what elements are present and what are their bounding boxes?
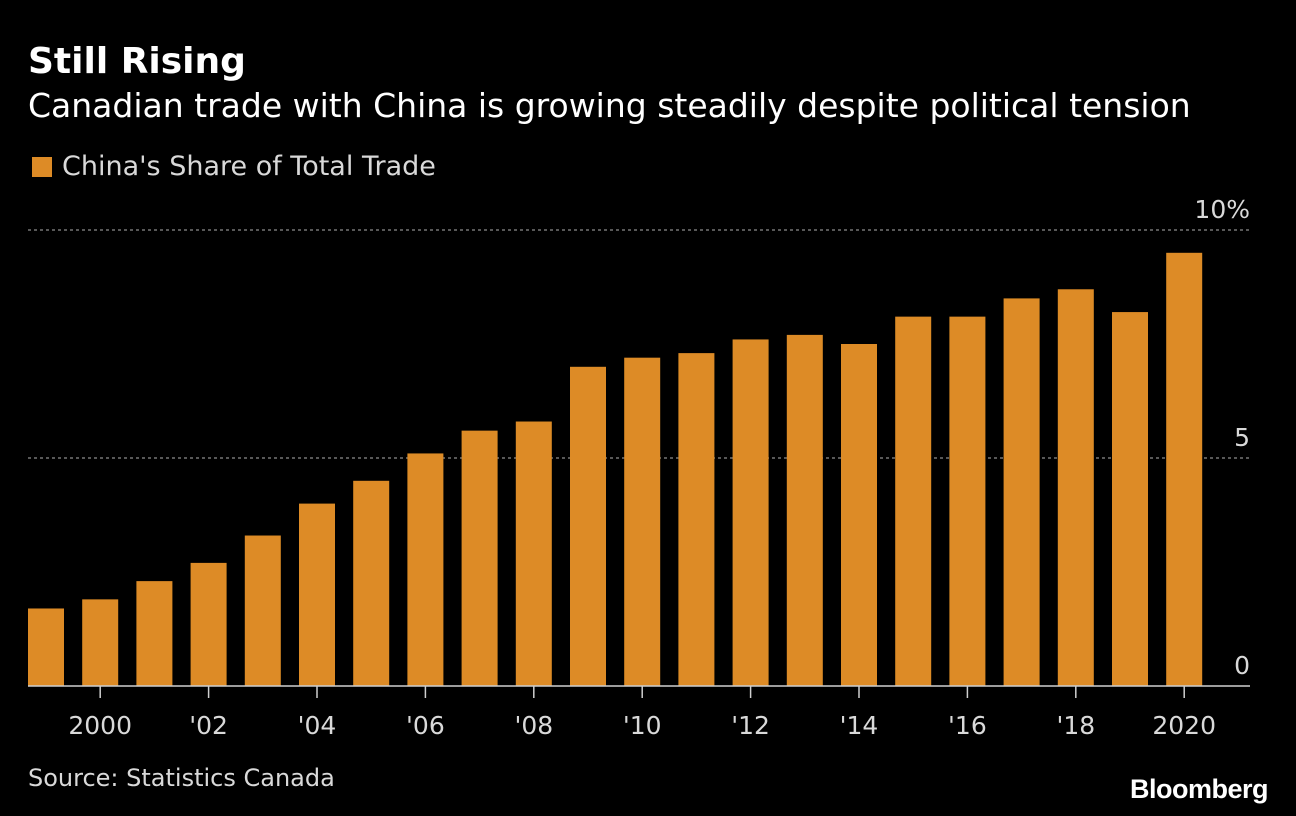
x-axis <box>28 685 1250 698</box>
bar-2018 <box>1057 289 1094 686</box>
bar-2015 <box>895 316 932 686</box>
x-tick-label: '08 <box>514 711 553 740</box>
bar-2017 <box>1003 298 1040 686</box>
x-tick-label: '06 <box>406 711 445 740</box>
bar-2019 <box>1112 312 1148 686</box>
bloomberg-logo: Bloomberg <box>1129 774 1269 804</box>
bar-2005 <box>353 480 390 686</box>
bar-2008 <box>515 421 552 686</box>
bar-1999 <box>28 608 64 686</box>
x-tick-label: 2020 <box>1152 711 1216 740</box>
x-tick-label: '02 <box>189 711 228 740</box>
y-tick-label: 10% <box>1194 195 1250 224</box>
bar-2009 <box>570 366 606 686</box>
bars <box>28 252 1203 687</box>
bar-2004 <box>299 503 335 686</box>
chart-subtitle: Canadian trade with China is growing ste… <box>28 86 1191 125</box>
y-tick-label: 5 <box>1234 423 1250 452</box>
bar-2002 <box>190 562 227 686</box>
x-tick-label: '16 <box>948 711 987 740</box>
x-tick-label: '10 <box>623 711 662 740</box>
legend-label: China's Share of Total Trade <box>62 151 436 182</box>
legend: China's Share of Total Trade <box>32 150 436 184</box>
bar-2003 <box>244 535 281 686</box>
bar-2014 <box>841 344 877 686</box>
legend-swatch <box>32 157 52 177</box>
tick-labels: 0 5 10% 2000 '02 '04 '06 '08 '10 '12 '14 '16 '18 2020 <box>68 195 1250 740</box>
bar-2001 <box>136 581 173 686</box>
source-note: Source: Statistics Canada <box>28 764 335 792</box>
bar-2011 <box>678 353 715 686</box>
bar-2010 <box>624 357 661 686</box>
x-tick-label: '12 <box>731 711 770 740</box>
x-tick-label: 2000 <box>68 711 132 740</box>
bar-2000 <box>82 599 119 686</box>
bar-2012 <box>732 339 769 686</box>
bar-2020 <box>1166 252 1203 687</box>
x-tick-label: '14 <box>840 711 879 740</box>
x-tick-label: '04 <box>298 711 337 740</box>
chart-title: Still Rising <box>28 41 246 82</box>
y-tick-label: 0 <box>1234 651 1250 680</box>
bar-2006 <box>407 453 444 686</box>
bar-2013 <box>786 334 823 686</box>
bar-2007 <box>461 430 498 686</box>
bar-2016 <box>949 316 986 686</box>
x-tick-label: '18 <box>1056 711 1095 740</box>
